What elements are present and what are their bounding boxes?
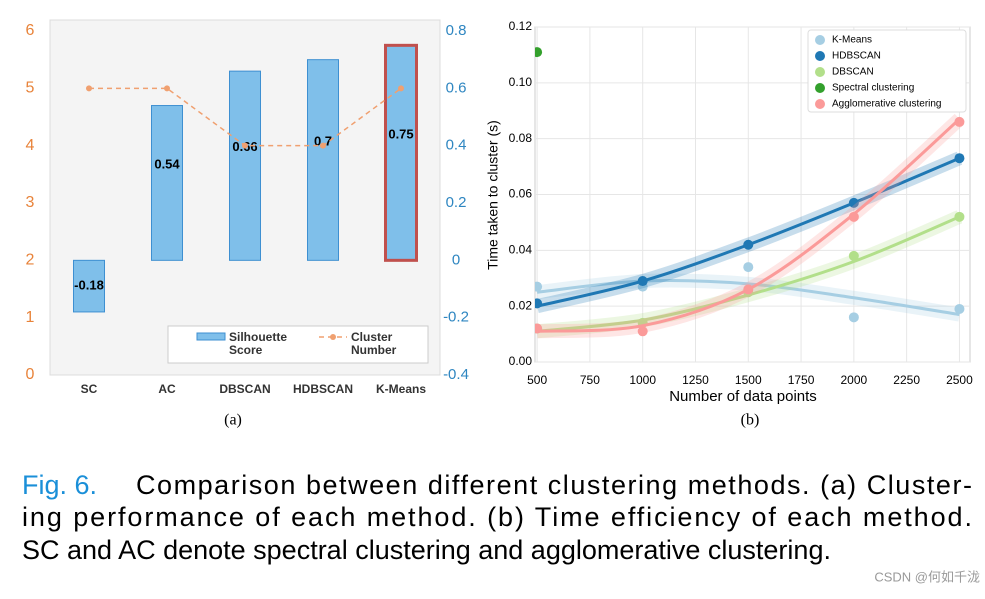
x-tick-label: 750	[580, 373, 600, 387]
y-tick-label: 0.00	[509, 354, 533, 368]
legend-swatch	[815, 67, 825, 77]
x-tick-label: 1750	[788, 373, 815, 387]
caption-label: Fig. 6.	[22, 470, 97, 500]
x-tick-label: 1500	[735, 373, 762, 387]
value-label: 0.75	[388, 126, 413, 141]
x-tick-label: 2000	[841, 373, 868, 387]
y-axis-label: Time taken to cluster (s)	[485, 120, 501, 270]
point	[535, 323, 543, 334]
value-label: 0.54	[154, 156, 180, 171]
y-tick-label: 4	[26, 137, 35, 154]
marker	[320, 142, 326, 149]
fit-line	[536, 278, 960, 317]
legend-label: Silhouette Score	[229, 330, 287, 357]
x-tick-label: AC	[158, 382, 176, 396]
bar	[384, 43, 418, 262]
point	[954, 116, 965, 127]
bar	[307, 59, 339, 261]
y-tick-label: 0.02	[509, 298, 533, 312]
x-tick-label: K-Means	[376, 382, 426, 396]
point	[848, 197, 859, 208]
legend-swatch	[330, 334, 336, 340]
legend-label: HDBSCAN	[832, 51, 881, 62]
sublabel: (b)	[741, 412, 760, 429]
caption-line: SC and AC denote spectral clustering and…	[22, 535, 831, 565]
y2-tick-label: 0.8	[446, 22, 467, 39]
caption-line: ing performance of each method. (b) Time…	[22, 502, 972, 532]
point	[535, 298, 543, 309]
legend-label: K-Means	[832, 35, 872, 46]
y-tick-label: 1	[26, 309, 35, 326]
watermark: CSDN @何如千泷	[874, 569, 980, 584]
point	[954, 153, 965, 164]
legend-swatch	[815, 51, 825, 61]
y-tick-label: 2	[26, 252, 35, 269]
y2-tick-label: 0	[452, 251, 460, 268]
bar	[151, 105, 183, 261]
x-tick-label: HDBSCAN	[293, 382, 353, 396]
point	[954, 303, 965, 314]
value-label: -0.18	[74, 278, 104, 293]
x-tick-label: 2500	[946, 373, 973, 387]
point	[637, 326, 648, 337]
caption-line: Comparison between different clustering …	[136, 470, 972, 500]
y-tick-label: 6	[26, 22, 35, 39]
x-tick-label: 500	[527, 373, 547, 387]
y-tick-label: 5	[26, 80, 35, 97]
legend-label: Spectral clustering	[832, 83, 914, 94]
point	[535, 47, 543, 58]
marker	[86, 85, 92, 92]
legend-swatch	[196, 332, 226, 341]
marker	[164, 85, 170, 92]
bar	[229, 70, 261, 261]
point	[848, 250, 859, 261]
legend-label: Agglomerative clustering	[832, 99, 942, 110]
x-axis-label: Number of data points	[669, 388, 817, 405]
y2-tick-label: -0.2	[443, 309, 469, 326]
y-tick-label: 0.08	[509, 131, 533, 145]
y-tick-label: 0.04	[509, 243, 533, 257]
x-tick-label: 2250	[893, 373, 920, 387]
y2-tick-label: 0.6	[446, 79, 467, 96]
x-tick-label: SC	[81, 382, 98, 396]
legend-label: DBSCAN	[832, 67, 874, 78]
x-tick-label: 1250	[682, 373, 709, 387]
legend-label: Cluster Number	[351, 330, 397, 357]
sublabel: (a)	[224, 412, 242, 429]
legend-swatch	[815, 35, 825, 45]
legend-box	[807, 29, 967, 113]
y2-tick-label: 0.2	[446, 194, 467, 211]
y-tick-label: 0.10	[509, 75, 533, 89]
legend-swatch	[815, 99, 825, 109]
y2-tick-label: 0.4	[446, 137, 467, 154]
y-tick-label: 0.06	[509, 187, 533, 201]
plot-area	[535, 47, 965, 339]
bar	[73, 259, 105, 313]
point	[848, 312, 859, 323]
x-tick-label: DBSCAN	[219, 382, 270, 396]
legend-swatch	[815, 83, 825, 93]
marker	[398, 85, 404, 92]
point	[743, 239, 754, 250]
legend-box	[167, 325, 429, 364]
y2-tick-label: -0.4	[443, 366, 469, 383]
y-tick-label: 0	[26, 366, 35, 383]
y-tick-label: 3	[26, 194, 35, 211]
point	[743, 262, 754, 273]
point	[743, 284, 754, 295]
marker	[242, 142, 248, 149]
point	[954, 211, 965, 222]
value-label: 0.7	[314, 133, 332, 148]
x-tick-label: 1000	[629, 373, 656, 387]
point	[637, 276, 648, 287]
y-tick-label: 0.12	[509, 19, 533, 33]
point	[848, 211, 859, 222]
point	[535, 281, 543, 292]
